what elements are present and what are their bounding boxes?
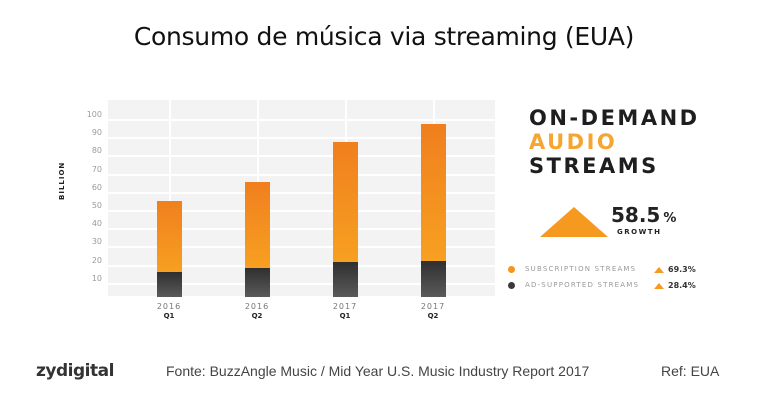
stacked-bar (333, 142, 358, 297)
bar-segment-subscription (333, 142, 358, 263)
y-tick-label: 30 (91, 237, 102, 247)
orange-dot-icon (508, 266, 515, 273)
y-tick-label: 10 (91, 273, 102, 283)
y-tick-label: 70 (91, 164, 102, 174)
gridline (108, 228, 495, 231)
reference-label: Ref: EUA (661, 363, 720, 379)
growth-triangle-icon (540, 207, 608, 237)
y-tick-label: 40 (91, 219, 102, 229)
y-tick-label: 80 (91, 146, 102, 156)
y-tick-label: 20 (91, 255, 102, 265)
bar-segment-subscription (245, 182, 270, 268)
gridline (108, 282, 495, 285)
stacked-bar (245, 182, 270, 297)
gridline (108, 173, 495, 176)
stacked-bar (421, 124, 446, 297)
gridline (108, 210, 495, 212)
stacked-bar (157, 200, 182, 297)
y-tick-label: 90 (91, 128, 102, 138)
gridline (108, 264, 495, 267)
x-tick-label: 2016 Q2 (244, 302, 270, 320)
y-tick-label: 50 (91, 201, 102, 210)
x-tick-label: 2016 Q1 (156, 302, 182, 320)
headline-on-demand: ON-DEMAND (529, 106, 700, 130)
bar-segment-ad-supported (157, 271, 182, 297)
x-tick-label: 2017 Q2 (420, 302, 446, 320)
bar-segment-subscription (157, 200, 182, 272)
headline-streams: STREAMS (529, 154, 659, 178)
gridline (108, 191, 495, 194)
growth-value: 58.5% (611, 203, 677, 227)
bar-segment-ad-supported (245, 267, 270, 297)
dark-dot-icon (508, 282, 515, 289)
gridline (108, 137, 495, 140)
y-tick-label: 100 (86, 110, 102, 119)
bar-segment-ad-supported (421, 260, 446, 297)
source-citation: Fonte: BuzzAngle Music / Mid Year U.S. M… (166, 363, 590, 379)
gridline (108, 155, 495, 158)
vertical-gridline (169, 100, 171, 296)
gridline (108, 119, 495, 121)
x-tick-label: 2017 Q1 (332, 302, 358, 320)
bar-segment-subscription (421, 124, 446, 261)
y-axis-label: BILLION (58, 161, 66, 200)
up-triangle-icon (654, 283, 664, 289)
slide-title: Consumo de música via streaming (EUA) (133, 22, 635, 51)
zydigital-logo: zydigital (36, 361, 114, 381)
headline-audio: AUDIO (529, 130, 618, 154)
bar-segment-ad-supported (333, 262, 358, 297)
gridline (108, 246, 495, 249)
y-tick-label: 60 (91, 182, 102, 192)
up-triangle-icon (654, 267, 664, 273)
growth-label: GROWTH (617, 228, 662, 236)
